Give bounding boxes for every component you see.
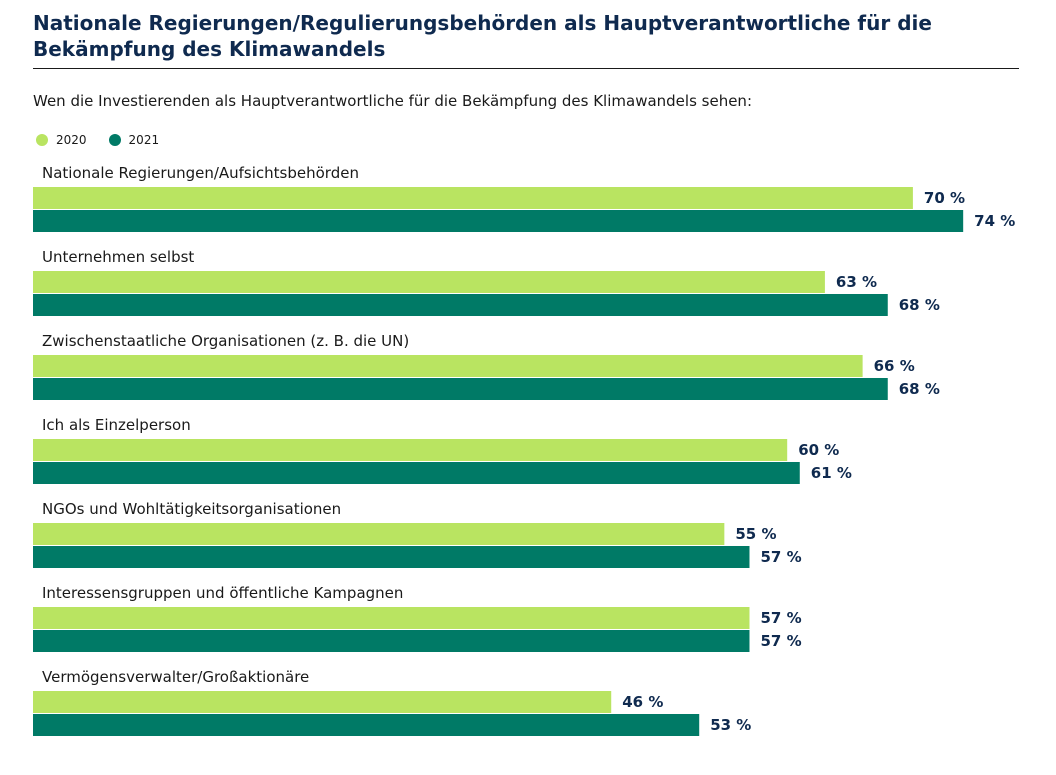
bar-2020 <box>33 271 825 293</box>
data-label-2020: 46 % <box>622 693 663 711</box>
category-label: Zwischenstaatliche Organisationen (z. B.… <box>42 332 409 350</box>
category-group: Ich als Einzelperson 60 % 61 % <box>33 416 852 484</box>
bar-2021 <box>33 546 750 568</box>
category-group: Vermögensverwalter/Großaktionäre 46 % 53 % <box>33 668 751 736</box>
category-group: Nationale Regierungen/Aufsichtsbehörden 7… <box>33 164 1015 232</box>
data-label-2020: 55 % <box>735 525 776 543</box>
bar-2020 <box>33 187 913 209</box>
category-group: NGOs und Wohltätigkeitsorganisationen 55 … <box>33 500 802 568</box>
data-label-2020: 57 % <box>760 609 801 627</box>
category-group: Interessensgruppen und öffentliche Kampa… <box>33 584 802 652</box>
chart-title: Nationale Regierungen/Regulierungsbehörd… <box>33 11 932 61</box>
bar-2020 <box>33 691 612 713</box>
category-label: Ich als Einzelperson <box>42 416 191 434</box>
data-label-2021: 74 % <box>974 212 1015 230</box>
data-label-2021: 57 % <box>760 548 801 566</box>
legend-item-2021: 2021 <box>108 133 160 147</box>
category-label: Interessensgruppen und öffentliche Kampa… <box>42 584 403 602</box>
data-label-2020: 66 % <box>874 357 915 375</box>
bar-2021 <box>33 378 888 400</box>
bar-2021 <box>33 630 750 652</box>
legend-swatch-2021 <box>108 134 121 146</box>
bar-2020 <box>33 355 863 377</box>
chart-subtitle: Wen die Investierenden als Hauptverantwo… <box>33 92 752 110</box>
data-label-2021: 53 % <box>710 716 751 734</box>
legend-label-2020: 2020 <box>56 133 87 147</box>
category-label: Vermögensverwalter/Großaktionäre <box>42 668 309 686</box>
data-label-2020: 63 % <box>836 273 877 291</box>
legend-swatch-2020 <box>36 134 48 146</box>
data-label-2021: 61 % <box>811 464 852 482</box>
legend-label-2021: 2021 <box>128 133 160 147</box>
data-label-2021: 57 % <box>760 632 801 650</box>
bar-2021 <box>33 210 964 232</box>
data-label-2020: 60 % <box>798 441 839 459</box>
bar-2020 <box>33 523 725 545</box>
data-label-2021: 68 % <box>899 380 940 398</box>
category-label: Unternehmen selbst <box>42 248 194 266</box>
legend: 2020 2021 <box>36 132 181 148</box>
bar-2021 <box>33 714 700 736</box>
bar-2020 <box>33 607 750 629</box>
bar-2020 <box>33 439 788 461</box>
legend-item-2020: 2020 <box>36 133 87 147</box>
title-divider <box>33 68 1019 69</box>
category-label: NGOs und Wohltätigkeitsorganisationen <box>42 500 341 518</box>
data-label-2020: 70 % <box>924 189 965 207</box>
category-label: Nationale Regierungen/Aufsichtsbehörden <box>42 164 359 182</box>
bar-2021 <box>33 294 888 316</box>
data-label-2021: 68 % <box>899 296 940 314</box>
bar-2021 <box>33 462 800 484</box>
category-group: Unternehmen selbst 63 % 68 % <box>33 248 940 316</box>
category-group: Zwischenstaatliche Organisationen (z. B.… <box>33 332 940 400</box>
